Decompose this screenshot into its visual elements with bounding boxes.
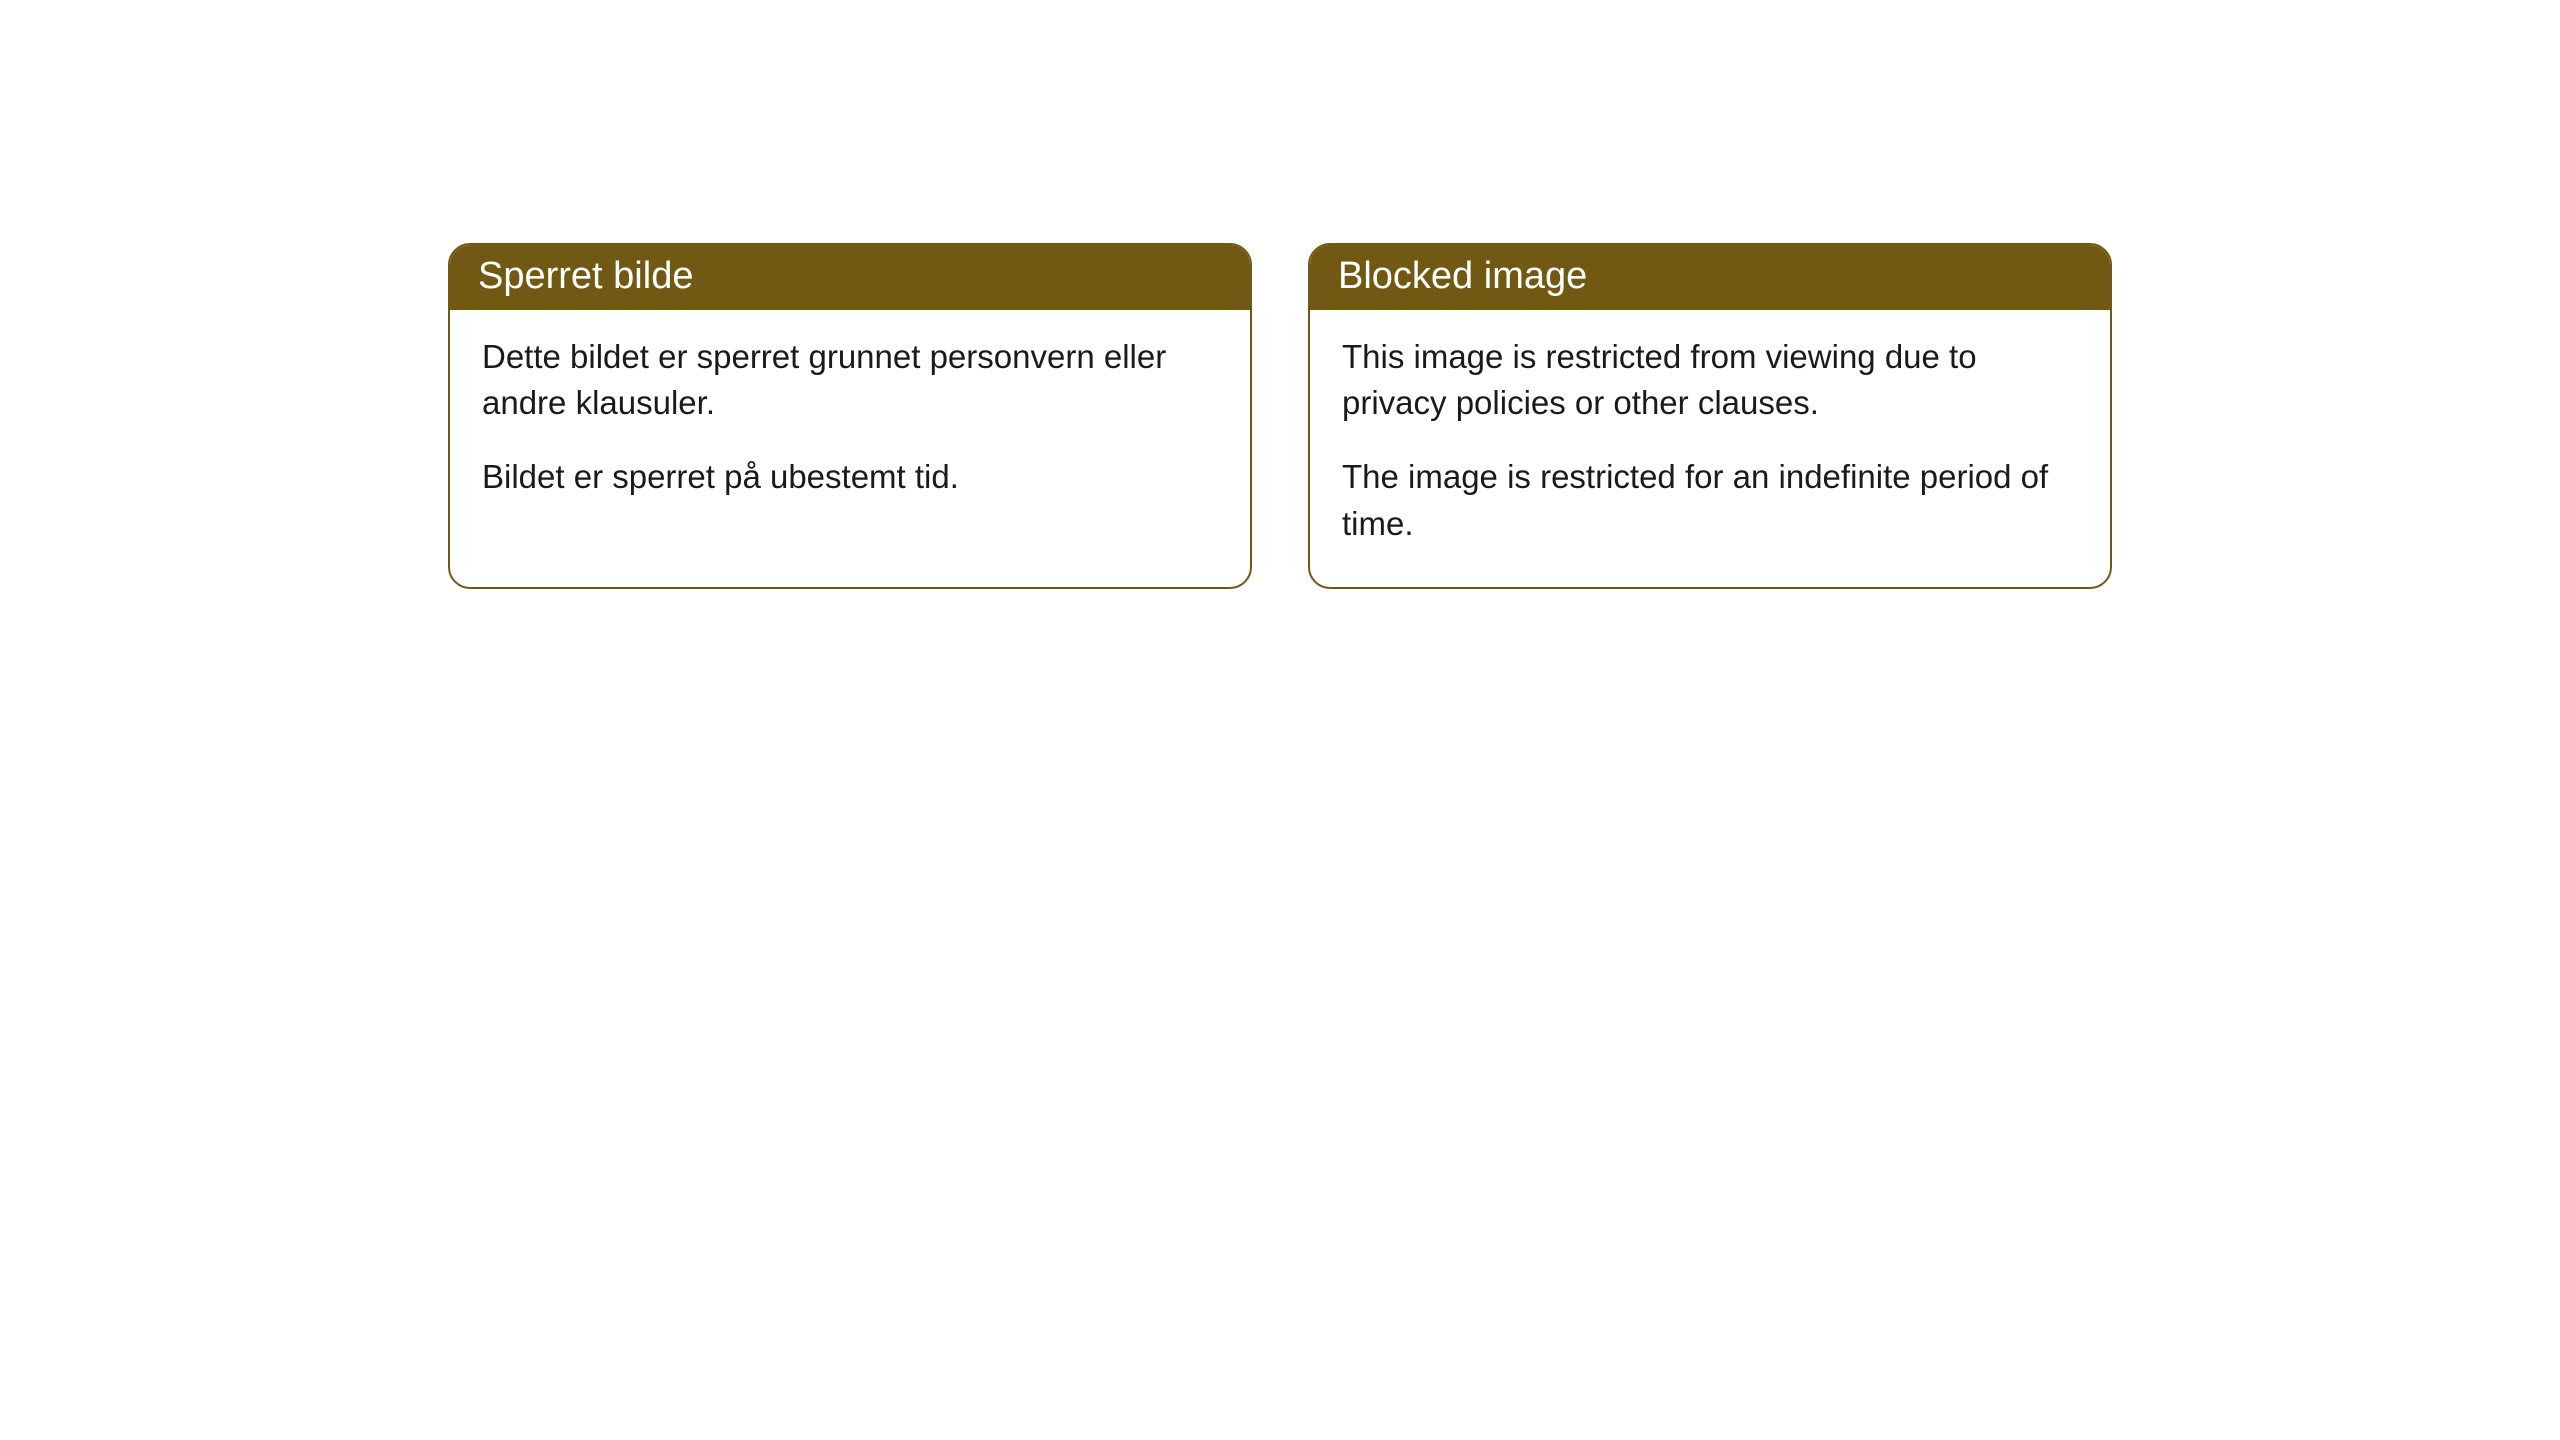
card-header: Blocked image xyxy=(1310,245,2110,310)
card-title: Blocked image xyxy=(1338,255,1587,297)
notice-card-norwegian: Sperret bilde Dette bildet er sperret gr… xyxy=(448,243,1252,589)
notice-card-english: Blocked image This image is restricted f… xyxy=(1308,243,2112,589)
card-body: Dette bildet er sperret grunnet personve… xyxy=(450,310,1250,541)
notice-cards-container: Sperret bilde Dette bildet er sperret gr… xyxy=(0,0,2560,589)
card-body: This image is restricted from viewing du… xyxy=(1310,310,2110,587)
card-paragraph: This image is restricted from viewing du… xyxy=(1342,334,2078,426)
card-paragraph: Bildet er sperret på ubestemt tid. xyxy=(482,454,1218,500)
card-paragraph: The image is restricted for an indefinit… xyxy=(1342,454,2078,546)
card-header: Sperret bilde xyxy=(450,245,1250,310)
card-paragraph: Dette bildet er sperret grunnet personve… xyxy=(482,334,1218,426)
card-title: Sperret bilde xyxy=(478,255,693,297)
